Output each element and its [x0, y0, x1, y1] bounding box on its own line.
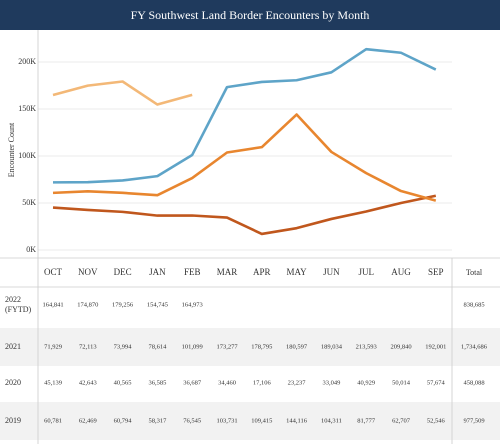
x-tick-label: SEP: [428, 267, 444, 277]
x-tick-label: JUN: [323, 267, 340, 277]
table-total: 458,088: [463, 379, 484, 386]
table-value: 62,469: [79, 417, 97, 424]
table-value: 71,929: [44, 343, 62, 350]
title-bar: [0, 0, 500, 30]
series-line: [52, 47, 437, 184]
table-value: 50,014: [392, 379, 411, 386]
table-value: 209,840: [390, 343, 411, 350]
table-value: 57,674: [427, 379, 446, 386]
y-tick-label: 150K: [18, 104, 36, 113]
table-value: 40,565: [114, 379, 132, 386]
table-value: 17,106: [253, 379, 272, 386]
row-band: [0, 328, 500, 366]
x-tick-label: AUG: [391, 267, 411, 277]
table-value: 42,643: [79, 379, 97, 386]
table-value: 45,139: [44, 379, 62, 386]
y-tick-label: 0K: [26, 245, 36, 254]
table-value: 179,256: [112, 301, 134, 308]
table-value: 72,113: [79, 343, 97, 350]
table-value: 78,614: [148, 343, 167, 350]
table-value: 174,870: [77, 301, 98, 308]
table-value: 52,546: [427, 417, 446, 424]
x-tick-label: OCT: [44, 267, 63, 277]
table-value: 101,099: [182, 343, 203, 350]
y-axis-label: Encounter Count: [7, 122, 16, 177]
table-value: 154,745: [147, 301, 168, 308]
table-value: 164,973: [182, 301, 203, 308]
table-value: 173,277: [216, 343, 238, 350]
x-tick-label: DEC: [114, 267, 132, 277]
table-value: 60,781: [44, 417, 62, 424]
table-value: 81,777: [357, 417, 376, 424]
table-value: 33,049: [322, 379, 340, 386]
table-value: 23,237: [288, 379, 307, 386]
table-value: 104,311: [321, 417, 342, 424]
table-value: 180,597: [286, 343, 308, 350]
table-value: 109,415: [251, 417, 272, 424]
row-label: 2022 (FYTD): [5, 295, 32, 314]
table-value: 73,994: [114, 343, 133, 350]
row-label: 2020: [5, 378, 21, 387]
table-value: 164,841: [42, 301, 63, 308]
x-tick-label: FEB: [184, 267, 201, 277]
row-label: 2021: [5, 342, 21, 351]
series-line: [52, 80, 193, 106]
x-tick-label: MAY: [287, 267, 308, 277]
table-value: 36,585: [148, 379, 166, 386]
row-band: [0, 402, 500, 440]
x-tick-label: MAR: [217, 267, 238, 277]
table-total: 977,509: [463, 417, 484, 424]
table-value: 213,593: [356, 343, 377, 350]
table-value: 178,795: [251, 343, 272, 350]
table-value: 36,687: [183, 379, 202, 386]
y-tick-label: 200K: [18, 57, 36, 66]
table-value: 103,731: [216, 417, 237, 424]
table-value: 192,001: [425, 343, 446, 350]
table-value: 40,929: [357, 379, 375, 386]
table-total: 838,685: [463, 301, 484, 308]
table-value: 76,545: [183, 417, 201, 424]
table-value: 34,460: [218, 379, 236, 386]
table-header: Total: [466, 268, 483, 277]
series-line: [52, 194, 437, 236]
table-value: 60,794: [114, 417, 133, 424]
y-tick-label: 100K: [18, 151, 36, 160]
x-tick-label: APR: [253, 267, 271, 277]
series-line: [52, 113, 437, 202]
x-tick-label: NOV: [78, 267, 98, 277]
table-value: 144,116: [286, 417, 308, 424]
table-value: 58,317: [148, 417, 167, 424]
row-label: 2019: [5, 416, 21, 425]
x-tick-label: JAN: [149, 267, 166, 277]
y-tick-label: 50K: [22, 198, 36, 207]
x-tick-label: JUL: [358, 267, 374, 277]
table-value: 62,707: [392, 417, 411, 424]
table-total: 1,734,686: [461, 343, 488, 350]
table-value: 189,034: [321, 343, 343, 350]
chart-title: FY Southwest Land Border Encounters by M…: [131, 8, 370, 22]
